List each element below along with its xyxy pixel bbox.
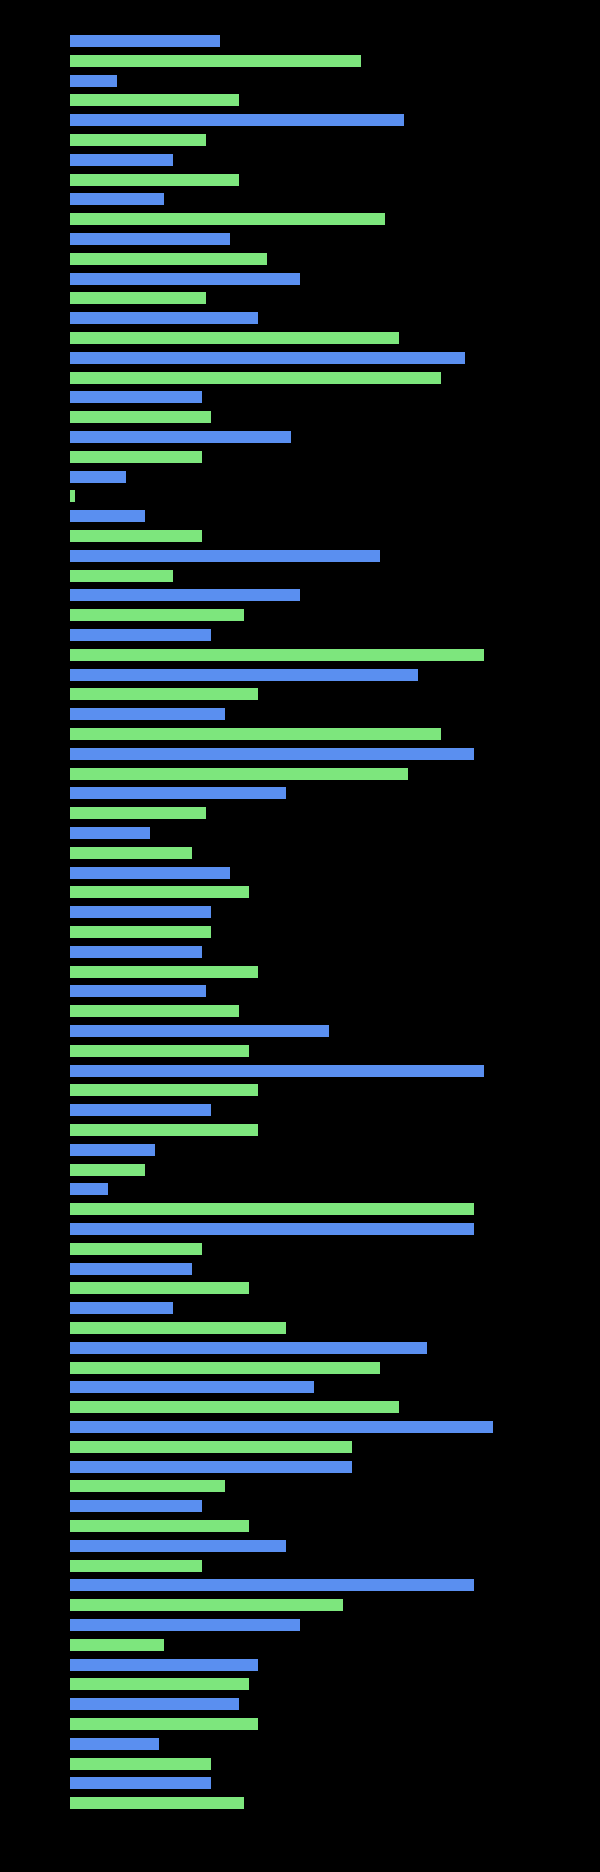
bar-row-4: [70, 114, 404, 126]
bar-row-63: [70, 1282, 249, 1294]
bar-row-89: [70, 1797, 244, 1809]
bar-row-51: [70, 1045, 249, 1057]
bar-row-16: [70, 352, 465, 364]
bar-row-60: [70, 1223, 474, 1235]
bar-row-22: [70, 471, 126, 483]
bar-row-48: [70, 985, 206, 997]
bar-row-1: [70, 55, 361, 67]
bar-row-41: [70, 847, 192, 859]
bar-row-53: [70, 1084, 258, 1096]
bar-row-45: [70, 926, 211, 938]
bar-row-70: [70, 1421, 493, 1433]
bar-row-86: [70, 1738, 159, 1750]
bar-row-84: [70, 1698, 239, 1710]
bar-row-68: [70, 1381, 314, 1393]
bar-row-28: [70, 589, 300, 601]
bar-row-29: [70, 609, 244, 621]
bar-row-21: [70, 451, 202, 463]
bar-row-19: [70, 411, 211, 423]
bar-row-67: [70, 1362, 380, 1374]
bar-row-57: [70, 1164, 145, 1176]
bar-row-49: [70, 1005, 239, 1017]
bar-row-50: [70, 1025, 329, 1037]
bar-row-33: [70, 688, 258, 700]
bar-row-20: [70, 431, 291, 443]
bar-row-77: [70, 1560, 202, 1572]
bar-row-38: [70, 787, 286, 799]
bar-row-85: [70, 1718, 258, 1730]
bar-row-47: [70, 966, 258, 978]
bar-row-17: [70, 372, 441, 384]
bar-row-65: [70, 1322, 286, 1334]
bar-row-74: [70, 1500, 202, 1512]
bar-row-42: [70, 867, 230, 879]
bar-row-13: [70, 292, 206, 304]
bar-row-56: [70, 1144, 155, 1156]
bar-row-39: [70, 807, 206, 819]
bar-row-2: [70, 75, 117, 87]
bar-row-59: [70, 1203, 474, 1215]
bar-row-88: [70, 1777, 211, 1789]
bar-row-46: [70, 946, 202, 958]
bar-row-11: [70, 253, 267, 265]
bar-row-43: [70, 886, 249, 898]
bar-row-66: [70, 1342, 427, 1354]
bar-row-79: [70, 1599, 343, 1611]
bar-row-18: [70, 391, 202, 403]
bar-row-23: [70, 490, 75, 502]
bar-row-24: [70, 510, 145, 522]
bar-row-58: [70, 1183, 108, 1195]
bar-row-76: [70, 1540, 286, 1552]
bar-row-32: [70, 669, 418, 681]
bar-row-26: [70, 550, 380, 562]
bar-row-12: [70, 273, 300, 285]
bar-row-27: [70, 570, 173, 582]
bar-row-35: [70, 728, 441, 740]
bar-row-3: [70, 94, 239, 106]
bar-row-25: [70, 530, 202, 542]
bar-row-75: [70, 1520, 249, 1532]
bar-row-87: [70, 1758, 211, 1770]
bar-row-81: [70, 1639, 164, 1651]
bar-row-8: [70, 193, 164, 205]
bar-row-7: [70, 174, 239, 186]
bar-row-5: [70, 134, 206, 146]
bar-row-54: [70, 1104, 211, 1116]
bar-row-83: [70, 1678, 249, 1690]
bar-row-69: [70, 1401, 399, 1413]
bar-row-0: [70, 35, 220, 47]
bar-row-10: [70, 233, 230, 245]
bar-row-6: [70, 154, 173, 166]
bar-row-82: [70, 1659, 258, 1671]
bar-row-52: [70, 1065, 484, 1077]
bar-row-55: [70, 1124, 258, 1136]
bar-row-15: [70, 332, 399, 344]
bar-row-34: [70, 708, 225, 720]
bar-row-80: [70, 1619, 300, 1631]
bar-row-64: [70, 1302, 173, 1314]
bar-row-14: [70, 312, 258, 324]
bar-row-31: [70, 649, 484, 661]
bar-row-73: [70, 1480, 225, 1492]
bar-row-40: [70, 827, 150, 839]
bar-row-37: [70, 768, 408, 780]
bar-row-30: [70, 629, 211, 641]
bar-row-71: [70, 1441, 352, 1453]
bar-row-62: [70, 1263, 192, 1275]
bar-row-44: [70, 906, 211, 918]
bar-row-36: [70, 748, 474, 760]
bar-row-61: [70, 1243, 202, 1255]
horizontal-bar-chart: [0, 0, 600, 1872]
bar-row-72: [70, 1461, 352, 1473]
bar-row-9: [70, 213, 385, 225]
bar-row-78: [70, 1579, 474, 1591]
